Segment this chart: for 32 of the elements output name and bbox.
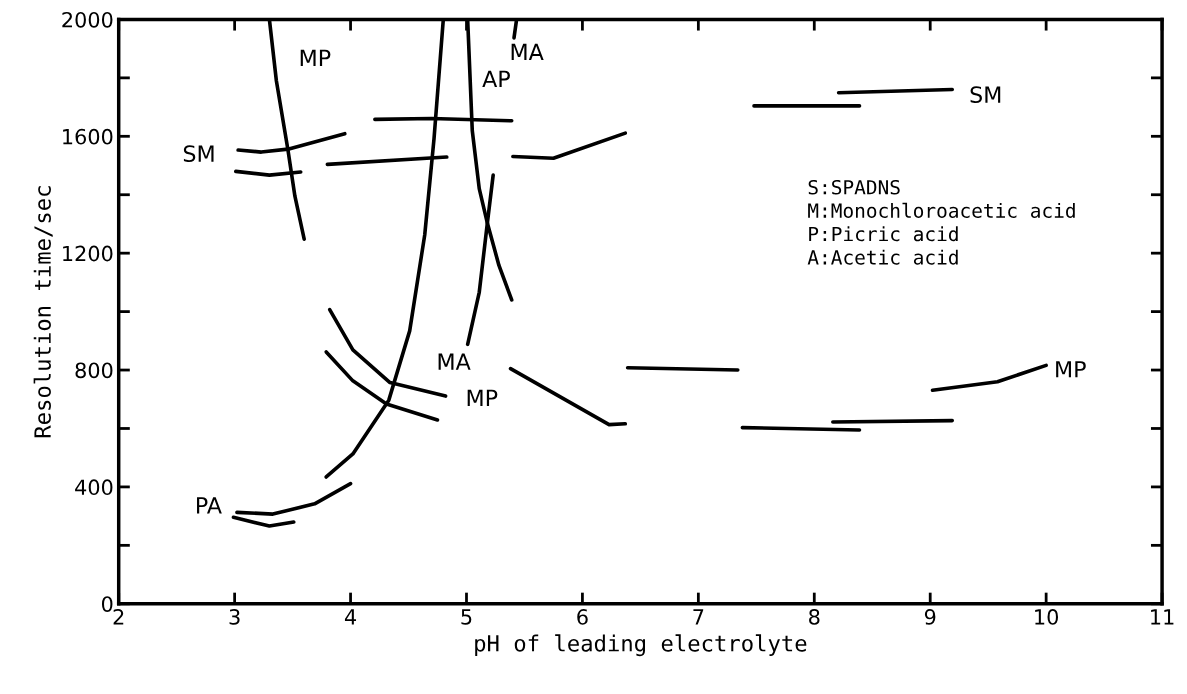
annotation: P:Picric acid	[809, 226, 958, 242]
x-tick-label: 4	[344, 609, 357, 625]
annotation: M:Monochloroacetic acid	[808, 202, 1075, 218]
x-axis-title: pH of leading electrolyte	[475, 634, 807, 657]
annotation: MP	[1056, 361, 1086, 378]
y-tick-label: 1600	[63, 128, 113, 145]
annotation: SM	[183, 145, 214, 163]
annotation: PA	[197, 497, 222, 514]
x-tick-label: 3	[229, 609, 240, 625]
annotation: AP	[482, 70, 510, 87]
y-tick-label: 2000	[62, 11, 113, 28]
annotation: MA	[511, 43, 544, 61]
annotation: S:SPADNS	[808, 179, 900, 195]
y-tick-label: 400	[75, 479, 113, 496]
annotation: SM	[970, 86, 1001, 104]
annotation: A:Acetic acid	[807, 249, 958, 265]
x-tick-label: 7	[693, 609, 704, 625]
y-tick-label: 1200	[63, 245, 113, 262]
x-tick-label: 5	[461, 609, 472, 625]
annotation: MP	[467, 389, 498, 406]
y-axis-title: Resolution time/sec	[33, 186, 53, 438]
annotation: MA	[438, 353, 471, 370]
x-tick-label: 6	[577, 609, 588, 625]
x-tick-label: 9	[924, 609, 936, 625]
x-tick-label: 8	[809, 609, 820, 625]
line-series	[235, 481, 353, 516]
y-tick-label: 0	[101, 596, 113, 612]
y-tick-label: 800	[75, 362, 113, 379]
x-tick-label: 11	[1151, 609, 1174, 625]
x-tick-label: 10	[1035, 609, 1059, 625]
annotation: MP	[300, 49, 331, 66]
x-tick-label: 2	[113, 609, 124, 625]
